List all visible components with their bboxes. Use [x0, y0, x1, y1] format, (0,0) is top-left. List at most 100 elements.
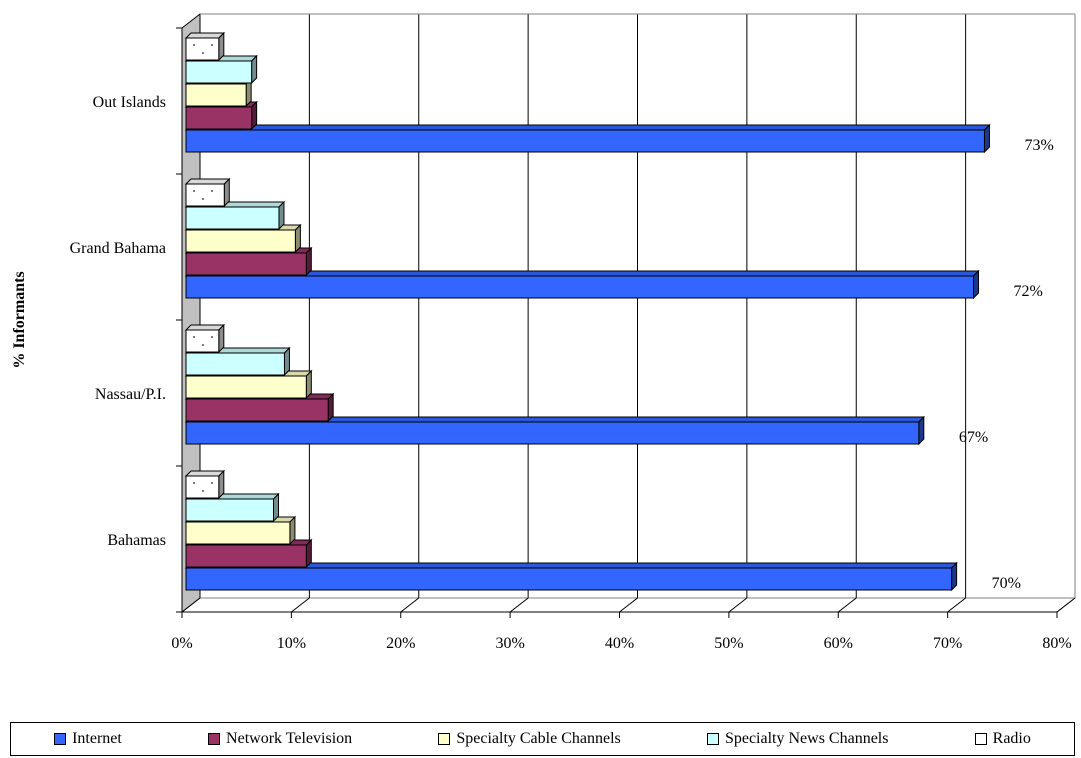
- bar-side-face: [218, 469, 225, 500]
- bar-pattern-dot: [202, 490, 204, 492]
- bar-side-face: [983, 123, 990, 154]
- bar-side-face: [305, 369, 312, 400]
- data-label: 73%: [1024, 137, 1053, 154]
- bar-side-face: [918, 415, 925, 446]
- bar: [184, 269, 980, 300]
- category-label: Nassau/P.I.: [95, 386, 166, 403]
- x-tick-label: 0%: [171, 635, 192, 652]
- bar-front-face: [185, 521, 291, 545]
- bar-front-face: [185, 83, 247, 107]
- x-tick-label: 50%: [714, 635, 743, 652]
- bar-side-face: [294, 223, 301, 254]
- legend-label: Radio: [992, 730, 1031, 747]
- data-label: 67%: [959, 429, 988, 446]
- floor-gridline: [619, 597, 638, 613]
- bar-front-face: [185, 229, 296, 253]
- bar: [184, 31, 226, 62]
- bar-front-face: [185, 352, 285, 376]
- legend-swatch: [706, 733, 719, 745]
- legend-swatch: [438, 733, 451, 745]
- bar: [184, 123, 991, 154]
- bar-side-face: [251, 100, 258, 131]
- bar-front-face: [185, 37, 220, 61]
- bar-pattern-dot: [202, 52, 204, 54]
- x-tick-label: 10%: [277, 635, 306, 652]
- bar-top-face: [184, 178, 231, 185]
- floor-gridline: [728, 597, 748, 613]
- bar-pattern-dot: [211, 482, 213, 484]
- x-tick-label: 60%: [824, 635, 853, 652]
- legend-label: Network Television: [226, 730, 353, 747]
- bar-pattern-dot: [193, 44, 195, 46]
- bar-front-face: [185, 329, 220, 353]
- floor-gridline: [947, 597, 966, 613]
- x-tick-label: 30%: [495, 635, 524, 652]
- bar: [184, 177, 231, 208]
- bar-top-face: [184, 124, 991, 131]
- floor-gridline: [509, 597, 529, 613]
- x-tick-label: 80%: [1042, 635, 1071, 652]
- category-label: Bahamas: [107, 532, 166, 549]
- bar-side-face: [218, 323, 225, 354]
- bar-side-face: [289, 515, 296, 546]
- bar-front-face: [185, 544, 307, 568]
- bar-side-face: [951, 561, 958, 592]
- legend: Internet Network Television Specialty Cabl…: [10, 722, 1075, 756]
- bar-side-face: [278, 200, 285, 231]
- bar-side-face: [283, 346, 290, 377]
- bar-pattern-dot: [193, 482, 195, 484]
- legend-label: Specialty Cable Channels: [456, 730, 621, 747]
- plot-background: [182, 14, 1075, 612]
- legend-item: Internet: [54, 730, 122, 748]
- bar-side-face: [973, 269, 979, 300]
- bar-pattern-dot: [202, 198, 204, 200]
- bar-side-face: [327, 392, 334, 423]
- bar-front-face: [185, 375, 307, 399]
- bar-front-face: [185, 498, 274, 522]
- bar-side-face: [251, 54, 258, 85]
- bar-front-face: [185, 398, 329, 422]
- data-label: 72%: [1014, 283, 1043, 300]
- bar-front-face: [185, 421, 920, 445]
- bar-front-face: [185, 183, 225, 207]
- bar: [184, 561, 958, 592]
- bar-top-face: [184, 324, 226, 331]
- x-tick-label: 70%: [933, 635, 962, 652]
- bar-front-face: [185, 567, 953, 591]
- floor-gridline: [1056, 597, 1076, 613]
- bar-pattern-dot: [202, 344, 204, 346]
- bar-side-face: [218, 31, 225, 62]
- category-label: Grand Bahama: [70, 240, 166, 257]
- legend-swatch: [208, 733, 221, 745]
- bar: [184, 469, 226, 500]
- bar-front-face: [185, 60, 253, 84]
- floor-gridline: [837, 597, 857, 613]
- bar-side-face: [273, 492, 279, 523]
- y-axis-title: % Informants: [11, 271, 28, 368]
- bar: [184, 415, 926, 446]
- bar-front-face: [185, 475, 220, 499]
- legend-label: Internet: [72, 730, 122, 747]
- data-label: 70%: [992, 575, 1021, 592]
- bar-front-face: [185, 206, 280, 230]
- legend-item: Network Television: [208, 730, 352, 748]
- bar: [184, 323, 226, 354]
- bar-side-face: [223, 177, 230, 208]
- bar-pattern-dot: [193, 190, 195, 192]
- chart-svg: 0% 10% 20% 30% 40% 50% 60% 70% 80% % Informants Ba…: [11, 12, 1077, 652]
- legend-item: Specialty News Channels: [706, 730, 889, 748]
- x-tick-label: 20%: [386, 635, 415, 652]
- legend-item: Radio: [974, 730, 1031, 748]
- bar-top-face: [184, 470, 226, 477]
- bar-front-face: [185, 275, 974, 299]
- bar-front-face: [185, 106, 253, 130]
- legend-label: Specialty News Channels: [724, 730, 889, 747]
- bar: [184, 200, 286, 231]
- bar-side-face: [305, 246, 312, 277]
- bar-pattern-dot: [211, 190, 213, 192]
- category-label: Out Islands: [93, 94, 166, 111]
- bar-front-face: [185, 252, 307, 276]
- bar-pattern-dot: [211, 336, 213, 338]
- legend-item: Specialty Cable Channels: [438, 730, 621, 748]
